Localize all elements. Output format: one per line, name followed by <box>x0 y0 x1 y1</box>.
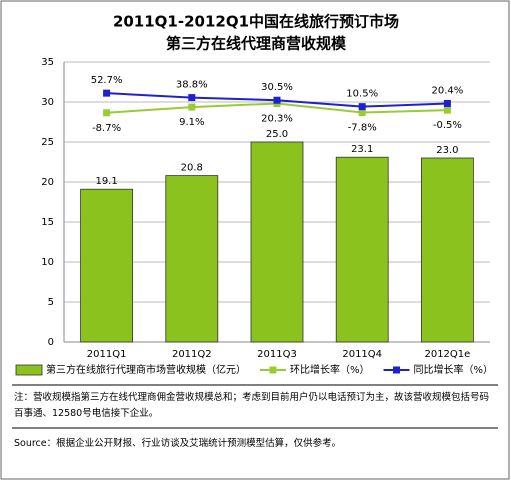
marker <box>188 94 196 102</box>
source: Source：根据企业公开财报、行业访谈及艾瑞统计预测模型估算，仅供参考。 <box>14 438 342 449</box>
marker <box>103 89 111 97</box>
x-tick-label: 2011Q3 <box>257 349 297 360</box>
marker <box>443 99 451 107</box>
data-label: 30.5% <box>261 82 293 93</box>
x-tick-label: 2011Q4 <box>342 349 382 360</box>
marker <box>273 96 281 104</box>
x-tick-label: 2011Q1 <box>87 349 127 360</box>
bar <box>80 188 133 343</box>
data-label: -8.7% <box>92 123 121 134</box>
legend-swatch <box>269 366 277 374</box>
y-tick-label: 25 <box>41 137 54 148</box>
bar <box>335 156 389 343</box>
data-label: 38.8% <box>176 80 208 91</box>
y-tick-label: 5 <box>48 297 54 308</box>
data-label: 9.1% <box>179 117 204 128</box>
bar <box>250 141 304 343</box>
chart-subtitle: 第三方在线代理商营收规模 <box>166 35 347 53</box>
marker <box>188 103 196 111</box>
chart-title: 2011Q1-2012Q1中国在线旅行预订市场 <box>113 13 399 31</box>
bar <box>420 157 474 343</box>
data-label: 10.5% <box>346 89 378 100</box>
x-tick-label: 2011Q2 <box>172 349 212 360</box>
data-label: -7.8% <box>348 122 377 133</box>
x-tick-label: 2012Q1e <box>424 349 470 360</box>
data-label: 20.4% <box>432 85 464 96</box>
legend-label: 环比增长率（%） <box>290 363 370 376</box>
y-tick-label: 30 <box>41 97 54 108</box>
note: 注：营收规模指第三方在线代理商佣金营收规模总和；考虑到目前用户仍以电话预订为主，… <box>14 392 490 419</box>
legend-label: 同比增长率（%） <box>414 363 494 376</box>
marker <box>358 108 366 116</box>
marker <box>443 106 451 114</box>
marker <box>358 103 366 111</box>
data-label: 23.1 <box>351 144 373 155</box>
y-tick-label: 10 <box>41 257 54 268</box>
y-tick-label: 20 <box>41 177 54 188</box>
marker <box>103 109 111 117</box>
data-label: 20.3% <box>261 114 293 125</box>
data-label: 19.1 <box>95 176 117 187</box>
y-tick-label: 0 <box>48 337 54 348</box>
legend-label: 第三方在线旅行代理商市场营收规模（亿元） <box>46 363 246 376</box>
data-label: 23.0 <box>436 145 458 156</box>
data-label: 52.7% <box>91 75 123 86</box>
legend-swatch <box>15 364 43 376</box>
bar <box>165 175 219 343</box>
data-label: 25.0 <box>266 129 288 140</box>
legend-swatch <box>393 366 401 374</box>
y-tick-label: 35 <box>41 57 54 68</box>
data-label: 20.8 <box>181 163 203 174</box>
data-label: -0.5% <box>433 120 462 131</box>
y-tick-label: 15 <box>41 217 54 228</box>
